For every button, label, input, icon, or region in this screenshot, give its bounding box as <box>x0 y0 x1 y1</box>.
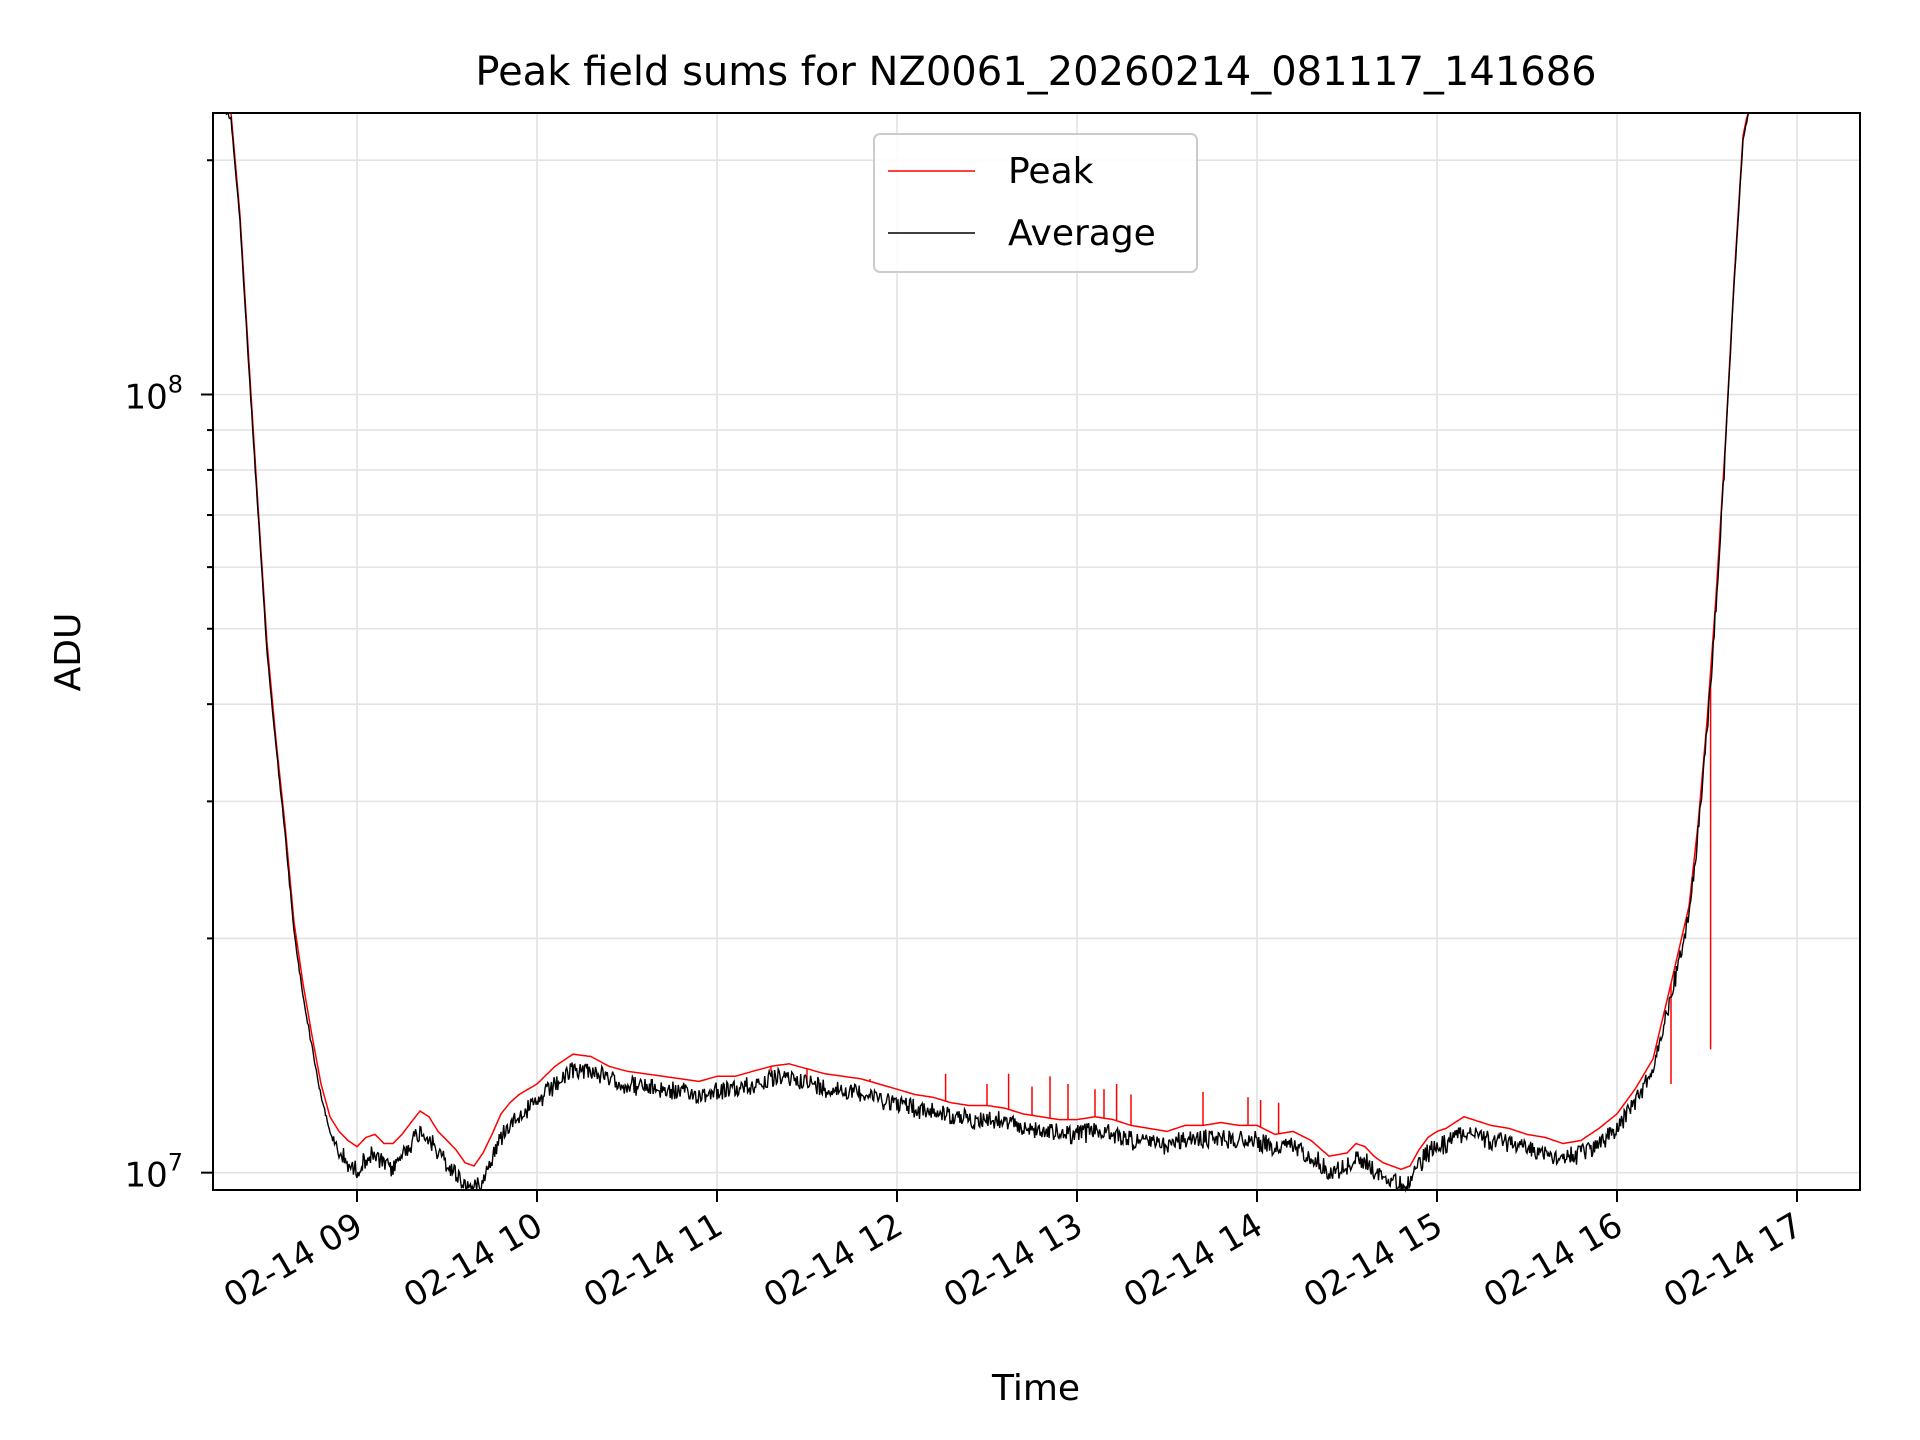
y-tick-label-exponent: 7 <box>168 1149 183 1177</box>
y-axis-label: ADU <box>48 613 89 692</box>
y-tick-label-exponent: 8 <box>168 370 183 398</box>
x-axis-label: Time <box>991 1368 1080 1409</box>
y-tick-label: 108 <box>124 370 183 417</box>
axes-frame <box>212 112 1861 1191</box>
legend-box <box>873 133 1198 273</box>
y-tick-label: 107 <box>124 1149 183 1196</box>
legend-average-label: Average <box>1008 213 1156 254</box>
average-series-line <box>213 111 1752 1193</box>
legend-peak-label: Peak <box>1008 151 1094 192</box>
y-tick-label-base: 10 <box>124 377 167 417</box>
plot-area <box>213 111 1752 1193</box>
y-tick-label-base: 10 <box>124 1156 167 1196</box>
chart-title: Peak field sums for NZ0061_20260214_0811… <box>475 49 1596 95</box>
legend: Peak Average <box>873 133 1198 273</box>
grid-lines <box>213 113 1860 1190</box>
peak-series-line <box>213 112 1751 1171</box>
